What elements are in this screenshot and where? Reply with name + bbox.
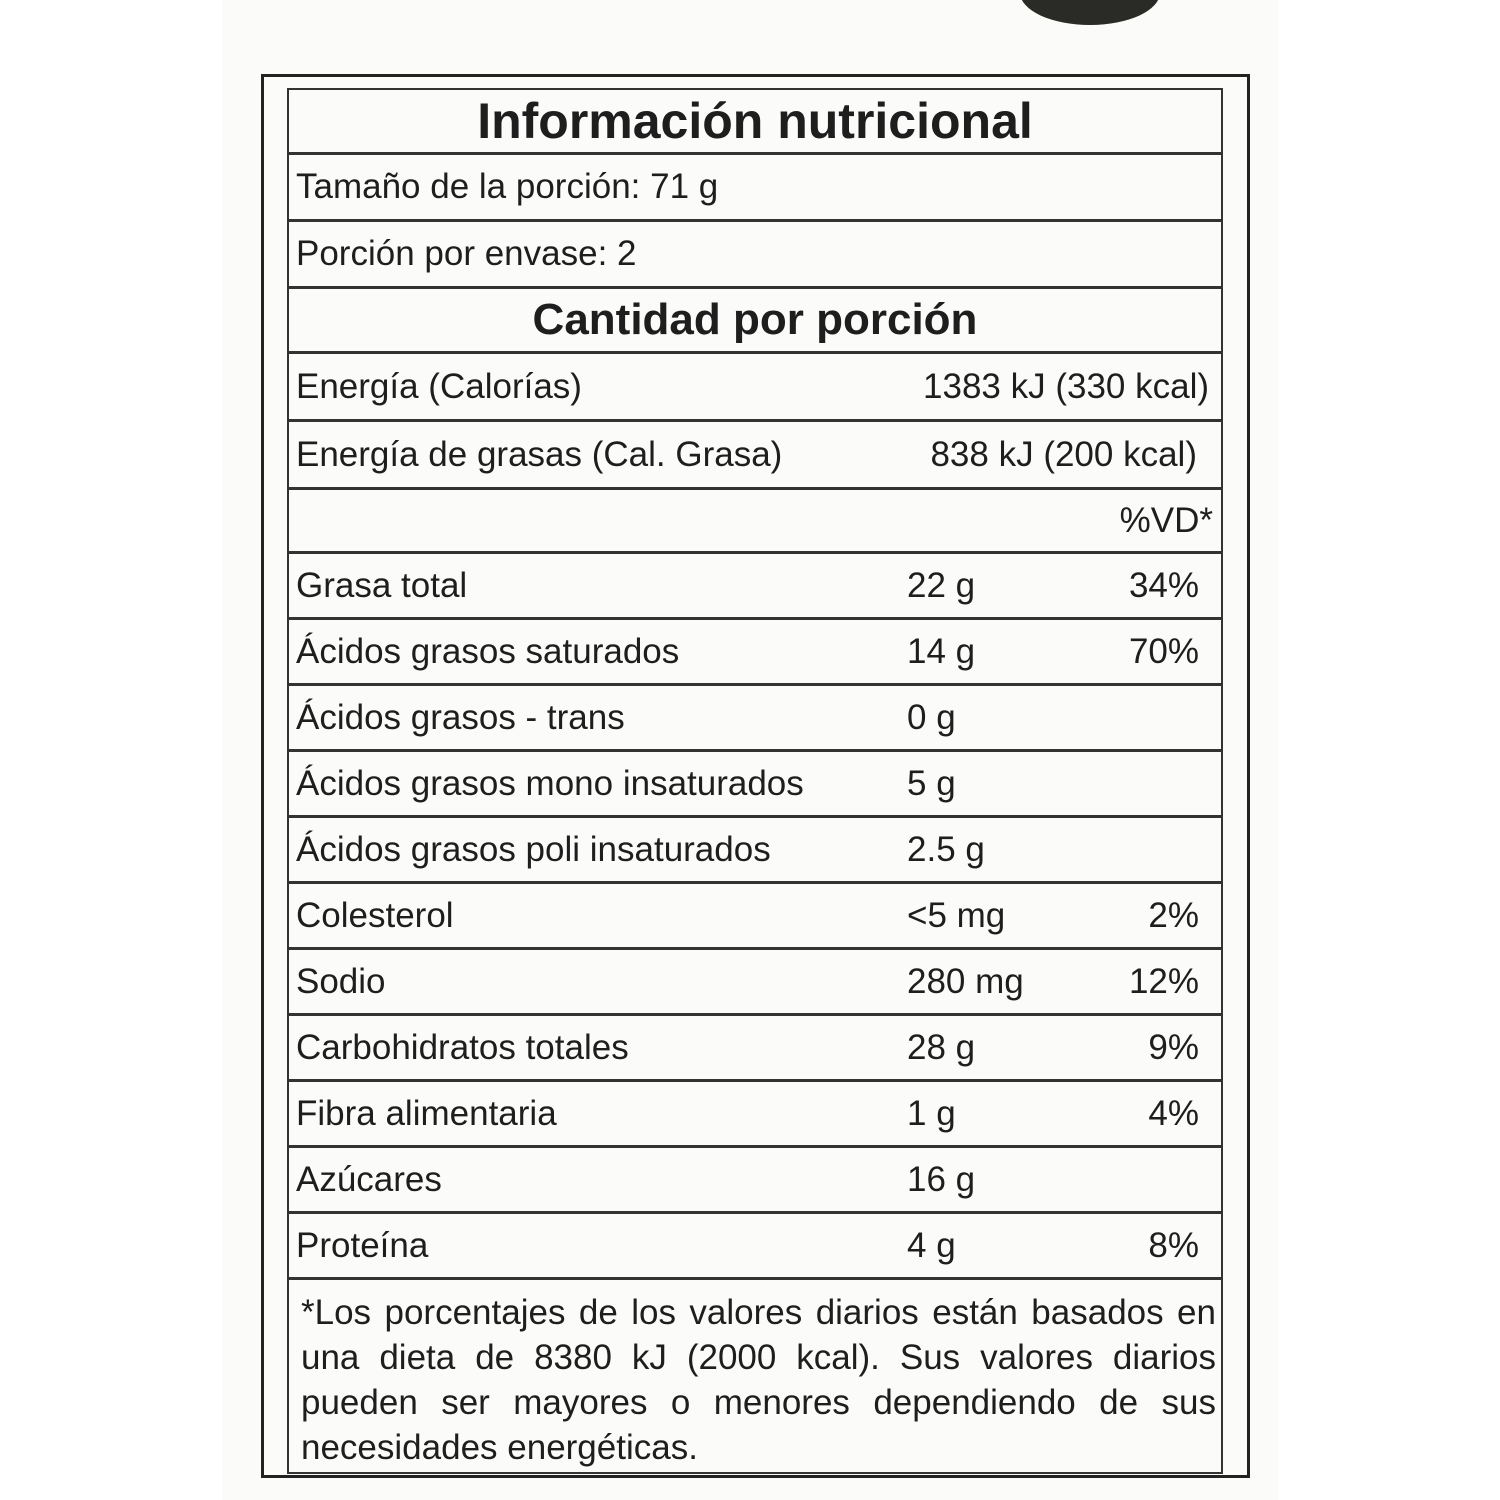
nutrient-dv: 70% (1128, 631, 1199, 671)
table-title: Información nutricional (477, 93, 1033, 149)
fat-energy-row: Energía de grasas (Cal. Grasa) 838 kJ (2… (289, 422, 1221, 490)
nutrient-row: Ácidos grasos - trans 0 g (289, 686, 1221, 752)
nutrient-dv: 12% (1128, 961, 1199, 1001)
nutrient-label: Fibra alimentaria (296, 1093, 557, 1133)
nutrient-amount: 22 g (907, 565, 976, 605)
nutrient-amount: 4 g (907, 1225, 956, 1265)
nutrient-label: Ácidos grasos - trans (296, 697, 625, 737)
nutrition-facts-table: Información nutricional Tamaño de la por… (287, 88, 1223, 1474)
servings-per-container: Porción por envase: 2 (296, 234, 637, 273)
nutrient-dv: 8% (1148, 1225, 1199, 1265)
nutrient-amount: 14 g (907, 631, 976, 671)
dv-header: %VD* (1119, 500, 1213, 540)
nutrient-amount: 16 g (907, 1159, 976, 1199)
nutrient-dv: 34% (1128, 565, 1199, 605)
nutrient-row: Colesterol <5 mg 2% (289, 884, 1221, 950)
nutrient-row: Carbohidratos totales 28 g 9% (289, 1016, 1221, 1082)
nutrient-row: Ácidos grasos mono insaturados 5 g (289, 752, 1221, 818)
nutrient-row: Ácidos grasos poli insaturados 2.5 g (289, 818, 1221, 884)
nutrient-label: Ácidos grasos mono insaturados (296, 763, 804, 803)
nutrient-amount: 0 g (907, 697, 956, 737)
serving-size: Tamaño de la porción: 71 g (296, 167, 719, 206)
footnote: *Los porcentajes de los valores diarios … (289, 1280, 1221, 1474)
amount-header: Cantidad por porción (532, 295, 978, 344)
nutrient-row: Ácidos grasos saturados 14 g 70% (289, 620, 1221, 686)
dv-header-row: %VD* (289, 490, 1221, 554)
nutrient-label: Colesterol (296, 895, 454, 935)
nutrient-label: Ácidos grasos saturados (296, 631, 680, 671)
amount-header-row: Cantidad por porción (289, 289, 1221, 354)
nutrient-row: Fibra alimentaria 1 g 4% (289, 1082, 1221, 1148)
fat-energy-label: Energía de grasas (Cal. Grasa) (296, 434, 783, 474)
nutrient-label: Carbohidratos totales (296, 1027, 629, 1067)
fat-energy-value: 838 kJ (200 kcal) (930, 434, 1197, 474)
nutrient-label: Proteína (296, 1225, 429, 1265)
nutrient-amount: <5 mg (907, 895, 1006, 935)
nutrient-row: Sodio 280 mg 12% (289, 950, 1221, 1016)
nutrient-label: Sodio (296, 961, 386, 1001)
energy-value: 1383 kJ (330 kcal) (923, 366, 1209, 406)
label-outer-border (261, 74, 1250, 1478)
nutrient-dv: 9% (1148, 1027, 1199, 1067)
nutrient-row: Grasa total 22 g 34% (289, 554, 1221, 620)
nutrient-label: Grasa total (296, 565, 468, 605)
nutrient-amount: 1 g (907, 1093, 956, 1133)
nutrient-row: Proteína 4 g 8% (289, 1214, 1221, 1280)
nutrient-label: Ácidos grasos poli insaturados (296, 829, 771, 869)
serving-size-row: Tamaño de la porción: 71 g (289, 155, 1221, 222)
nutrient-amount: 2.5 g (907, 829, 985, 869)
nutrient-dv: 2% (1148, 895, 1199, 935)
energy-row: Energía (Calorías) 1383 kJ (330 kcal) (289, 354, 1221, 422)
nutrient-row: Azúcares 16 g (289, 1148, 1221, 1214)
table-title-row: Información nutricional (289, 90, 1221, 155)
nutrient-label: Azúcares (296, 1159, 442, 1199)
nutrient-amount: 280 mg (907, 961, 1024, 1001)
nutrient-amount: 5 g (907, 763, 956, 803)
nutrient-dv: 4% (1148, 1093, 1199, 1133)
servings-row: Porción por envase: 2 (289, 222, 1221, 289)
nutrient-amount: 28 g (907, 1027, 976, 1067)
energy-label: Energía (Calorías) (296, 366, 582, 406)
